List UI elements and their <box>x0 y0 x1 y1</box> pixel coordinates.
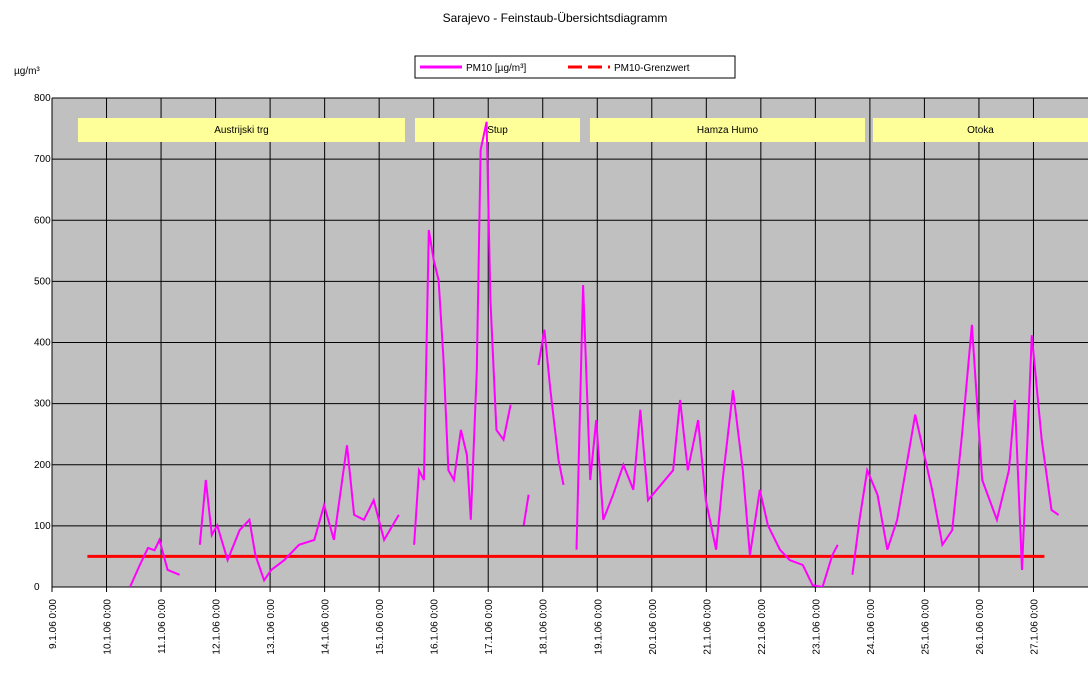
x-tick-label: 13.1.06 0:00 <box>266 599 277 655</box>
x-tick-label: 19.1.06 0:00 <box>593 599 604 655</box>
location-label: Otoka <box>967 125 994 136</box>
x-tick-label: 12.1.06 0:00 <box>212 599 223 655</box>
x-tick-label: 17.1.06 0:00 <box>484 599 495 655</box>
chart-title: Sarajevo - Feinstaub-Übersichtsdiagramm <box>443 11 668 25</box>
legend-label: PM10 [µg/m³] <box>466 63 526 74</box>
location-box <box>415 118 580 142</box>
x-tick-label: 14.1.06 0:00 <box>321 599 332 655</box>
location-label: Stup <box>487 125 508 136</box>
y-tick-label: 800 <box>34 93 51 104</box>
y-tick-label: 300 <box>34 399 51 410</box>
x-tick-label: 10.1.06 0:00 <box>103 599 114 655</box>
y-tick-label: 400 <box>34 338 51 349</box>
y-tick-label: 500 <box>34 276 51 287</box>
x-tick-label: 22.1.06 0:00 <box>757 599 768 655</box>
x-tick-label: 26.1.06 0:00 <box>975 599 986 655</box>
y-tick-label: 700 <box>34 154 51 165</box>
x-tick-label: 23.1.06 0:00 <box>811 599 822 655</box>
x-tick-label: 27.1.06 0:00 <box>1029 599 1040 655</box>
x-tick-label: 16.1.06 0:00 <box>430 599 441 655</box>
x-tick-label: 9.1.06 0:00 <box>48 599 59 649</box>
legend-label: PM10-Grenzwert <box>614 63 690 74</box>
x-tick-label: 25.1.06 0:00 <box>920 599 931 655</box>
y-tick-label: 0 <box>34 582 40 593</box>
y-axis-label: µg/m³ <box>14 66 40 77</box>
x-tick-label: 18.1.06 0:00 <box>539 599 550 655</box>
y-tick-label: 200 <box>34 460 51 471</box>
location-box <box>873 118 1088 142</box>
location-label: Austrijski trg <box>214 125 268 136</box>
x-tick-label: 11.1.06 0:00 <box>157 599 168 654</box>
data-line <box>129 121 1060 587</box>
x-tick-label: 20.1.06 0:00 <box>648 599 659 655</box>
location-box <box>590 118 865 142</box>
x-tick-label: 21.1.06 0:00 <box>702 599 713 655</box>
x-tick-label: 24.1.06 0:00 <box>866 599 877 655</box>
location-label: Hamza Humo <box>697 125 759 136</box>
location-box <box>78 118 405 142</box>
y-tick-label: 600 <box>34 215 51 226</box>
x-tick-label: 15.1.06 0:00 <box>375 599 386 655</box>
y-tick-label: 100 <box>34 521 51 532</box>
